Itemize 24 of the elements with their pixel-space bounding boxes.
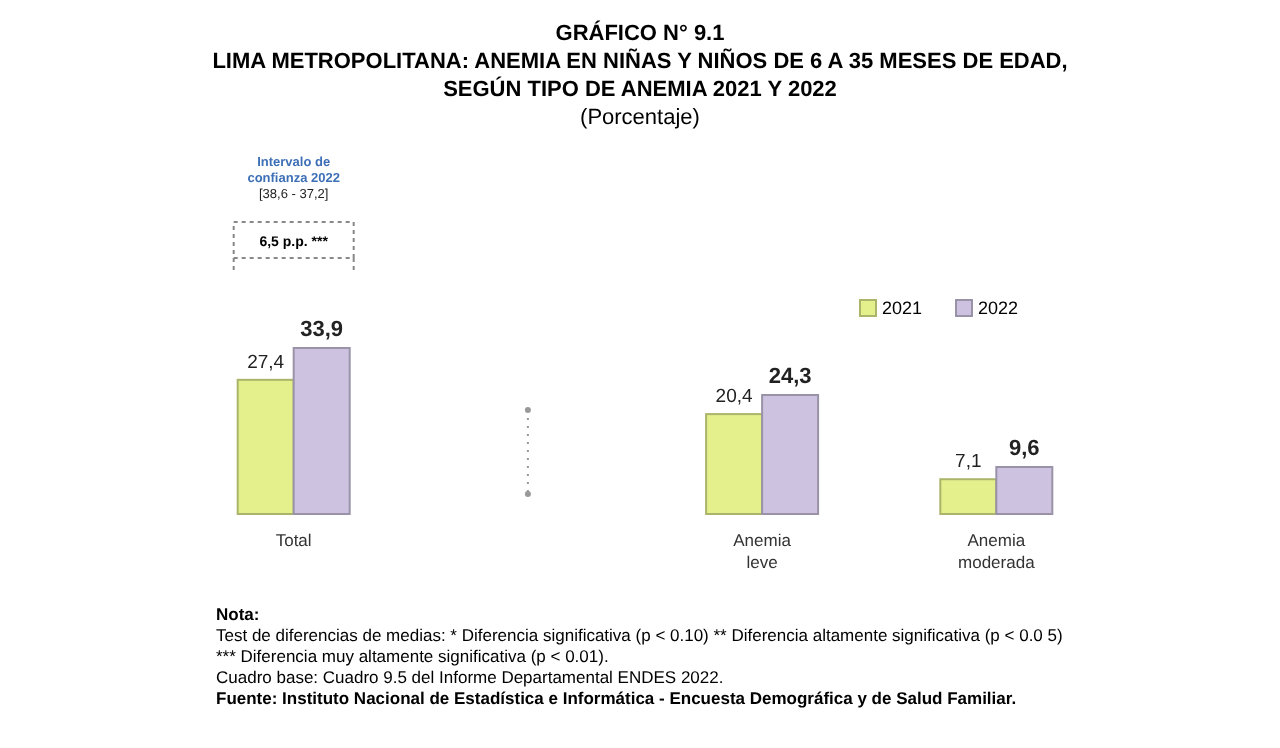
text: Nota: — [216, 604, 260, 624]
chart-title: GRÁFICO N° 9.1 LIMA METROPOLITANA: ANEMIA EN NIÑAS Y NIÑOS DE 6 A 35 MESES DE EDAD, SEGÚN TIPO DE ANEMIA 2021 Y 2022 — [212, 20, 1068, 102]
data-label: 20,4 — [715, 386, 753, 409]
legend-label: 2022 — [978, 298, 1019, 318]
bar — [236, 378, 295, 515]
text: Test de diferencias de medias: * Diferencia significativa (p < 0.10) ** Diferencia altamente significativa (p < 0.0 5) — [216, 625, 1063, 645]
chart-subtitle: (Porcentaje) — [580, 106, 700, 130]
bar — [995, 465, 1054, 515]
data-label: 27,4 — [247, 351, 285, 374]
data-label: 24,3 — [768, 365, 812, 390]
bar — [292, 347, 351, 515]
bar — [705, 413, 764, 515]
source-note: Fuente: Instituto Nacional de Estadística e Informática - Encuesta Demográfica y de Salud Familiar. — [216, 688, 1017, 708]
text: Cuadro base: Cuadro 9.5 del Informe Departamental ENDES 2022. — [216, 667, 724, 687]
data-label: 9,6 — [1009, 436, 1040, 461]
text: *** Diferencia muy altamente significativa (p < 0.01). — [216, 646, 609, 666]
x-tick-label: Anemia moderada — [958, 530, 1036, 572]
x-tick-label: Anemia leve — [733, 530, 792, 572]
legend-label: 2021 — [882, 298, 923, 318]
bar — [761, 394, 820, 515]
data-label: 7,1 — [955, 451, 982, 474]
bar — [939, 478, 998, 515]
data-label: 33,9 — [300, 318, 344, 342]
x-tick-label: Total — [275, 530, 312, 550]
